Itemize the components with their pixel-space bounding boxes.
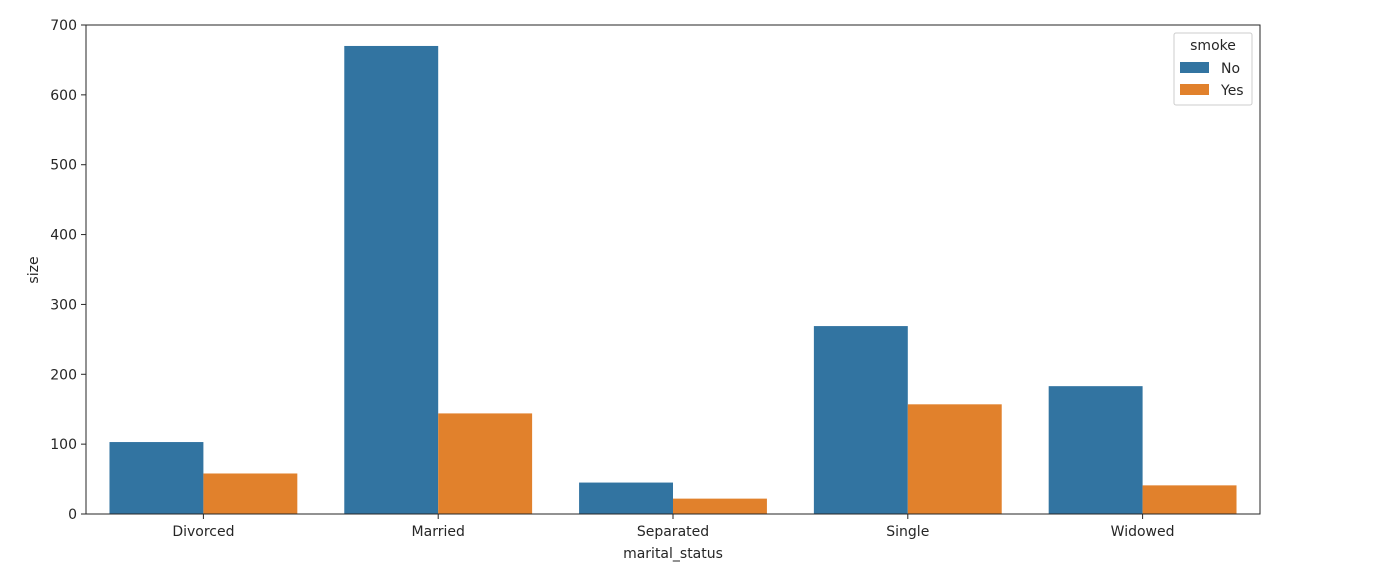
y-tick-label: 0 [68,507,77,523]
bar-widowed-yes [1142,485,1237,514]
y-tick-label: 700 [50,18,77,34]
legend-label-yes: Yes [1220,83,1244,99]
bar-single-yes [907,404,1002,514]
legend-label-no: No [1221,61,1240,77]
y-tick-label: 100 [50,437,77,453]
y-tick-label: 500 [50,158,77,174]
x-tick-label: Single [886,524,929,540]
x-tick-label: Married [412,524,465,540]
bar-married-yes [438,413,533,514]
bar-separated-yes [673,498,767,514]
legend: smoke No Yes [1173,32,1253,106]
x-axis-label: marital_status [623,546,723,562]
bar-married-no [344,45,439,515]
y-axis-label: size [26,256,42,283]
bar-widowed-no [1048,386,1143,514]
y-tick-label: 600 [50,88,77,104]
legend-swatch-yes [1180,84,1209,95]
bar-separated-no [579,482,673,514]
bar-divorced-yes [203,473,298,514]
y-axis: 0 100 200 300 400 500 600 700 [50,18,86,523]
bar-divorced-no [109,442,204,514]
x-axis: Divorced Married Separated Single Widowed [172,514,1175,540]
y-tick-label: 200 [50,367,77,383]
legend-swatch-no [1180,62,1209,73]
x-tick-label: Widowed [1111,524,1175,540]
y-tick-label: 400 [50,228,77,244]
x-tick-label: Separated [637,524,709,540]
x-tick-label: Divorced [172,524,234,540]
bars-group [109,45,1237,515]
bar-single-no [813,326,908,514]
legend-items: No Yes [1180,61,1244,99]
legend-title: smoke [1190,38,1236,54]
y-tick-label: 300 [50,297,77,313]
